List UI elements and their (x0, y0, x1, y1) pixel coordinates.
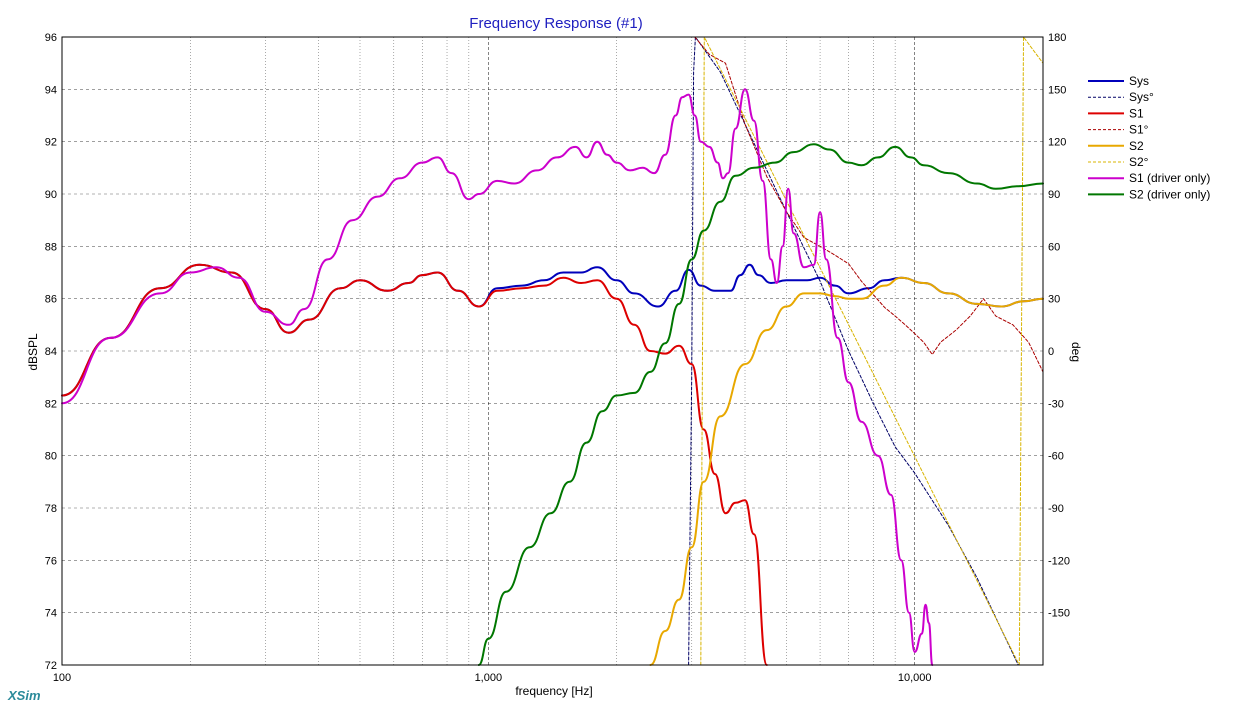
plot-background (62, 37, 1043, 665)
chart-title: Frequency Response (#1) (469, 15, 642, 32)
y-right-tick-label: -60 (1048, 451, 1064, 463)
y-left-tick-label: 80 (45, 451, 57, 463)
brand-logo: XSim (7, 688, 41, 703)
legend: Sys Sys° S1 S1° S2 S2° S1 (driver only) S2 (dri… (1088, 74, 1210, 201)
y-right-tick-label: -30 (1048, 398, 1064, 410)
legend-label: S1 (1129, 106, 1144, 120)
x-tick-label: 100 (53, 672, 71, 684)
legend-label: S1° (1129, 123, 1149, 137)
series-sys-phase-line (688, 36, 1019, 666)
legend-label: S2 (1129, 139, 1144, 153)
y-left-tick-label: 94 (45, 84, 57, 96)
plot-frame (61, 36, 1044, 666)
plot-area (62, 37, 1043, 665)
y-left-tick-label: 86 (45, 294, 57, 306)
y-left-tick-label: 90 (45, 189, 57, 201)
y-left-tick-label: 78 (45, 503, 57, 515)
y-left-tick-label: 88 (45, 241, 57, 253)
legend-label: Sys (1129, 74, 1149, 88)
y-right-tick-label: -120 (1048, 555, 1070, 567)
y-right-tick-label: -150 (1048, 608, 1070, 620)
y-left-tick-label: 72 (45, 660, 57, 672)
y-left-tick-label: 92 (45, 137, 57, 149)
y-right-tick-labels: -150 -120 -90 -60 -30 0 30 60 90 120 150 180 (1048, 32, 1070, 620)
y-right-tick-label: 60 (1048, 241, 1060, 253)
y-left-tick-label: 82 (45, 398, 57, 410)
series-s1-phase-line (694, 36, 1044, 373)
series-s1-driver-only-line (61, 88, 934, 666)
y-left-tick-label: 74 (45, 608, 57, 620)
series-s2-driver-only-line (477, 143, 1044, 666)
x-tick-labels: 100 1,000 10,000 (53, 672, 932, 684)
y-right-tick-label: 150 (1048, 84, 1066, 96)
y-right-axis-label: deg (1069, 342, 1083, 362)
y-left-axis-label: dBSPL (26, 333, 40, 371)
x-axis-label: frequency [Hz] (515, 684, 592, 698)
y-right-tick-label: 180 (1048, 32, 1066, 44)
legend-label: Sys° (1129, 90, 1154, 104)
series-s2-line (649, 276, 1044, 666)
legend-label: S1 (driver only) (1129, 171, 1210, 185)
y-right-tick-label: 120 (1048, 137, 1066, 149)
y-right-tick-label: 30 (1048, 294, 1060, 306)
y-right-tick-label: -90 (1048, 503, 1064, 515)
legend-label: S2 (driver only) (1129, 187, 1210, 201)
series-s1-line (61, 263, 768, 666)
plot-border (61, 36, 1044, 666)
y-right-tick-label: 90 (1048, 189, 1060, 201)
y-left-tick-label: 84 (45, 346, 57, 358)
y-left-tick-labels: 72 74 76 78 80 82 84 86 88 90 92 94 96 (45, 32, 57, 672)
y-right-tick-label: 0 (1048, 346, 1054, 358)
x-tick-label: 1,000 (475, 672, 503, 684)
y-left-tick-label: 96 (45, 32, 57, 44)
legend-label: S2° (1129, 155, 1149, 169)
x-tick-label: 10,000 (898, 672, 932, 684)
y-left-tick-label: 76 (45, 555, 57, 567)
